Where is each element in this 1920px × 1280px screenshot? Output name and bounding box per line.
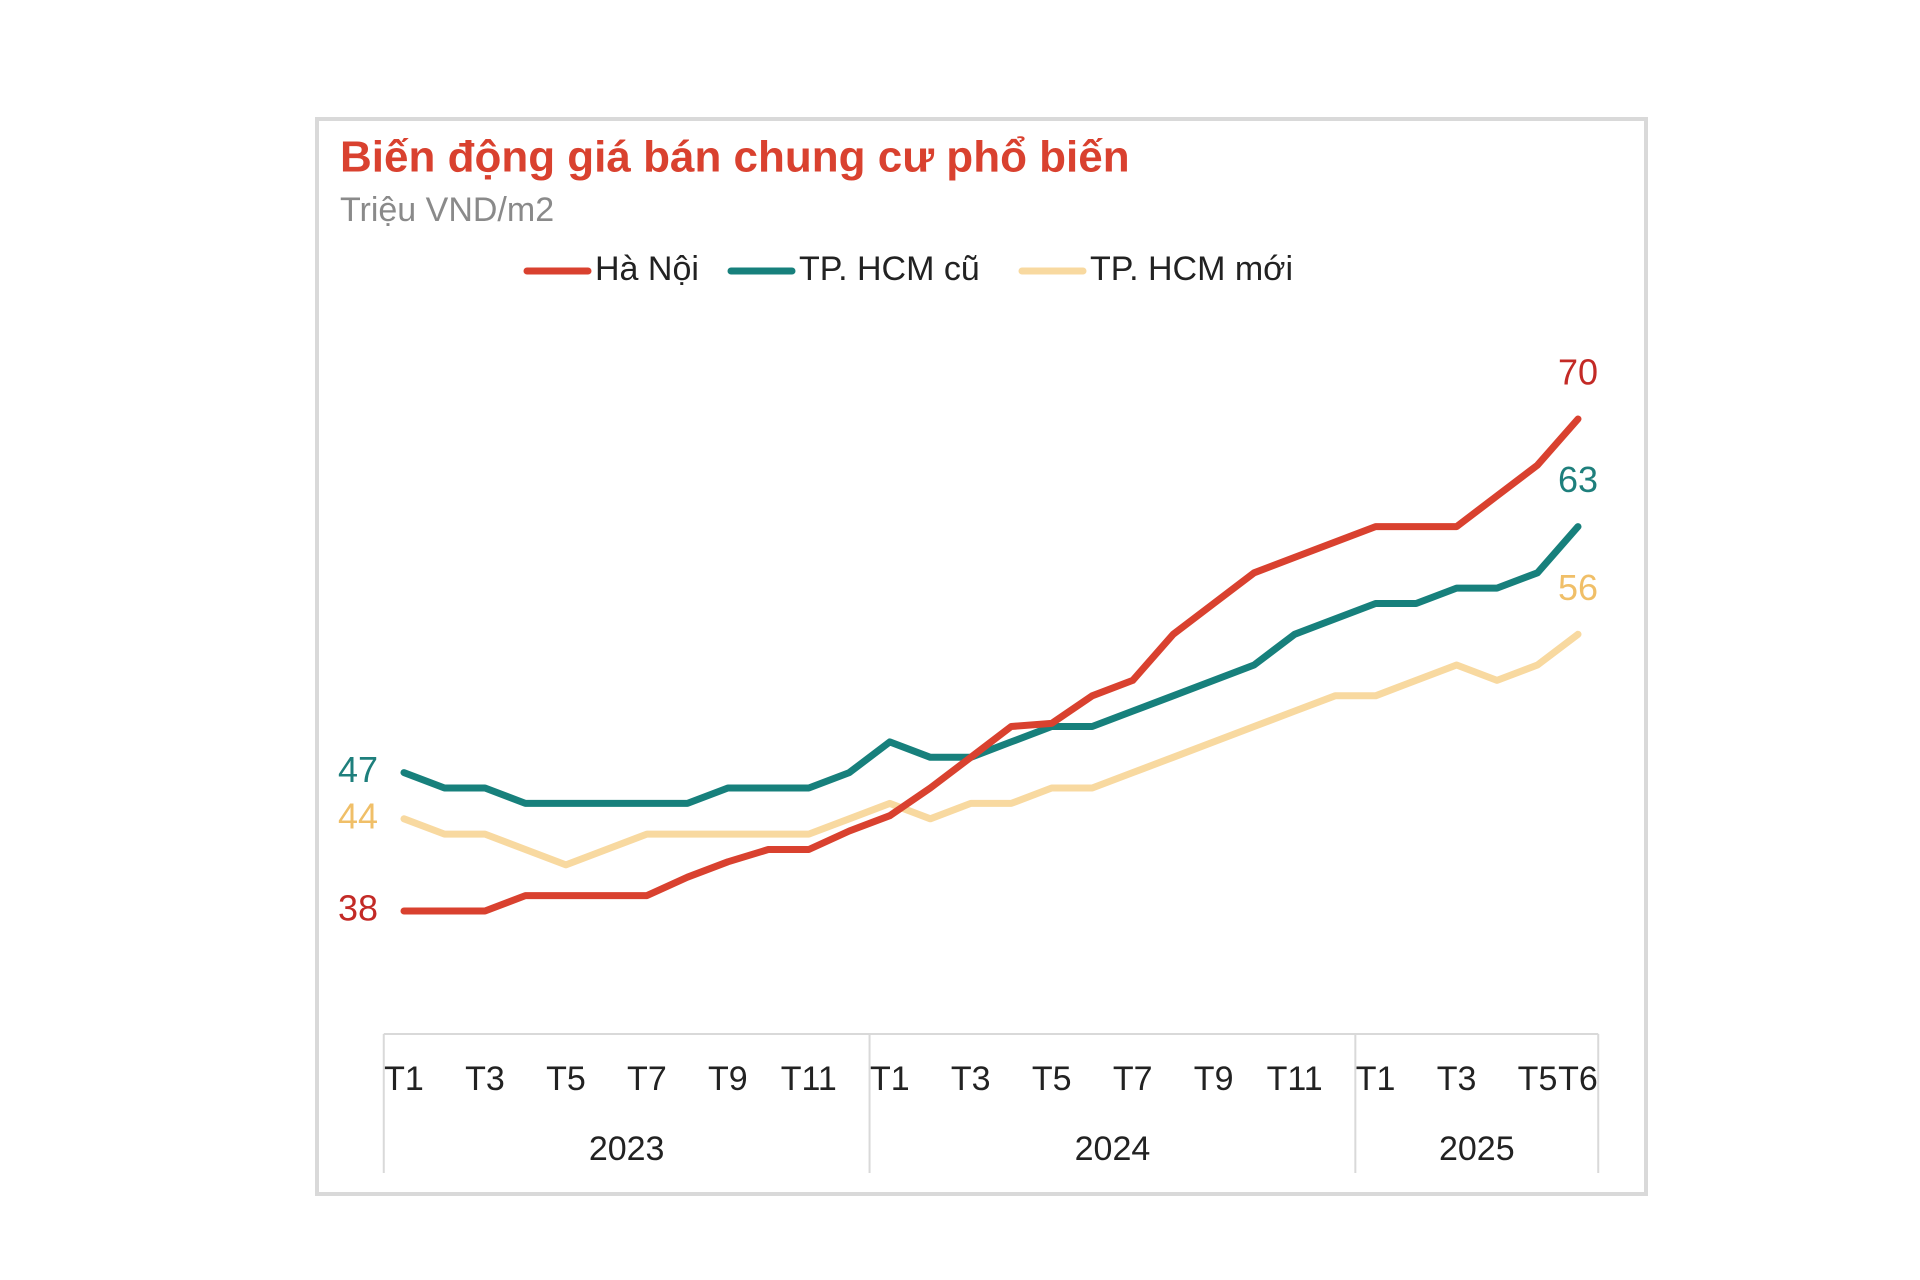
x-tick-label: T3 (951, 1060, 991, 1098)
legend-label: TP. HCM cũ (799, 250, 980, 288)
x-group-label: 2024 (1075, 1130, 1151, 1168)
x-tick-label: T1 (870, 1060, 910, 1098)
x-tick-label: T6 (1558, 1060, 1598, 1098)
series-line (400, 523, 1582, 807)
x-tick-label: T1 (1356, 1060, 1396, 1098)
start-value-label: 47 (338, 749, 378, 790)
series-line (400, 630, 1582, 869)
x-tick-label: T3 (465, 1060, 505, 1098)
x-tick-label: T5 (1518, 1060, 1558, 1098)
x-tick-label: T3 (1437, 1060, 1477, 1098)
end-value-label: 70 (1558, 352, 1598, 393)
end-value-label: 63 (1558, 459, 1598, 500)
x-group-label: 2025 (1439, 1130, 1515, 1168)
legend-label: TP. HCM mới (1090, 250, 1293, 288)
x-tick-label: T1 (384, 1060, 424, 1098)
legend-label: Hà Nội (595, 250, 699, 288)
start-value-label: 44 (338, 795, 378, 836)
x-tick-label: T5 (1032, 1060, 1072, 1098)
x-tick-label: T9 (1194, 1060, 1234, 1098)
x-tick-label: T7 (1113, 1060, 1153, 1098)
x-tick-label: T5 (546, 1060, 586, 1098)
start-value-label: 38 (338, 888, 378, 929)
end-value-label: 56 (1558, 567, 1598, 608)
x-group-label: 2023 (589, 1130, 665, 1168)
series-line (400, 415, 1582, 915)
x-tick-label: T11 (1267, 1060, 1323, 1098)
x-tick-label: T11 (781, 1060, 837, 1098)
x-tick-label: T7 (627, 1060, 667, 1098)
chart-subtitle: Triệu VND/m2 (340, 191, 554, 229)
chart-frame (315, 117, 1648, 1196)
chart-title: Biến động giá bán chung cư phổ biến (340, 133, 1130, 182)
x-tick-label: T9 (708, 1060, 748, 1098)
